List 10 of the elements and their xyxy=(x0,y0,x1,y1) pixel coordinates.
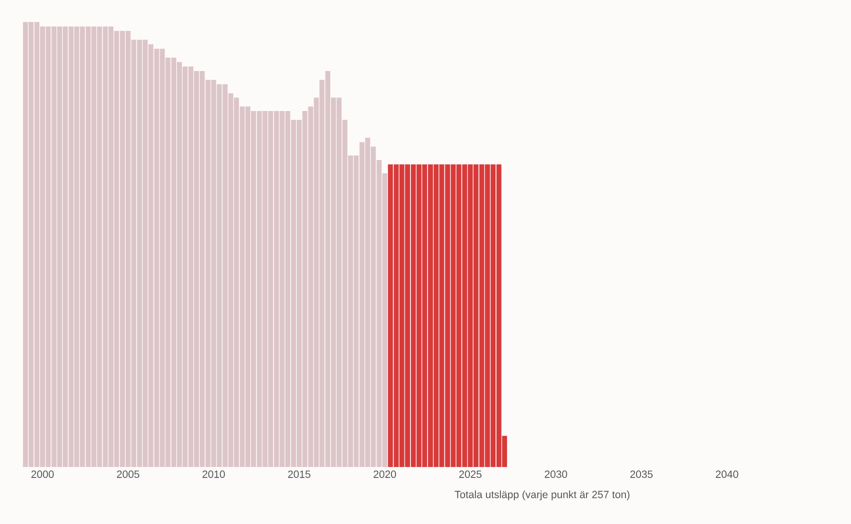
x-tick-label: 2015 xyxy=(288,470,310,478)
x-tick-label: 2025 xyxy=(459,470,482,478)
x-tick-label: 2000 xyxy=(31,470,54,478)
x-tick-label: 2030 xyxy=(544,470,568,478)
x-tick-label: 2005 xyxy=(116,470,140,478)
x-tick-label: 2035 xyxy=(630,470,653,478)
x-tick-label: 2010 xyxy=(202,470,225,478)
x-tick-label: 2040 xyxy=(716,470,738,478)
x-tick-label: 2020 xyxy=(374,470,396,478)
x-axis-title: Totala utsläpp (varje punkt är 257 ton) xyxy=(454,490,630,500)
